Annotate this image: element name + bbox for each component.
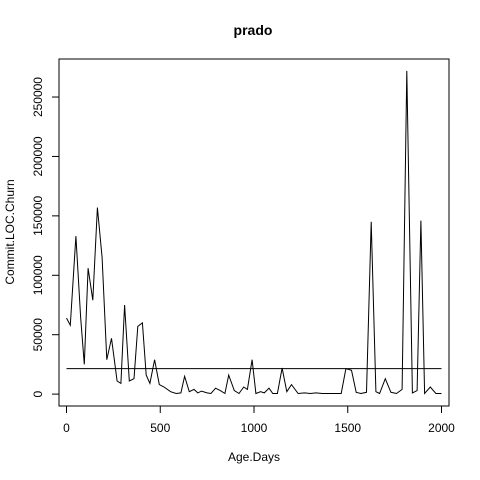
y-axis-label: Commit.LOC.Churn — [3, 179, 17, 284]
y-tick-label: 150000 — [31, 196, 45, 236]
y-tick-label: 200000 — [31, 136, 45, 176]
x-tick-label: 1500 — [334, 421, 361, 435]
x-tick-label: 500 — [150, 421, 170, 435]
series-line — [66, 70, 442, 395]
x-tick-label: 1000 — [241, 421, 268, 435]
x-tick-label: 2000 — [428, 421, 455, 435]
x-axis: 0 500 1000 1500 2000 — [63, 405, 455, 435]
plot-frame — [58, 58, 450, 407]
y-tick-label: 250000 — [31, 77, 45, 117]
x-axis-label: Age.Days — [228, 450, 280, 464]
y-axis: 0 50000 100000 150000 200000 250000 — [31, 77, 60, 397]
y-tick-label: 0 — [31, 390, 45, 397]
y-tick-label: 50000 — [31, 318, 45, 352]
x-tick-label: 0 — [63, 421, 70, 435]
y-tick-label: 100000 — [31, 255, 45, 295]
chart-title: prado — [234, 22, 273, 38]
